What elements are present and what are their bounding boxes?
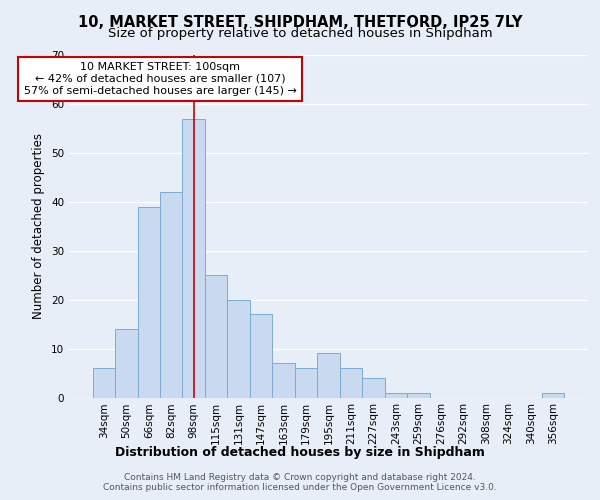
Text: Size of property relative to detached houses in Shipdham: Size of property relative to detached ho… bbox=[107, 28, 493, 40]
Bar bbox=[407, 392, 430, 398]
Y-axis label: Number of detached properties: Number of detached properties bbox=[32, 133, 46, 320]
Text: 10 MARKET STREET: 100sqm
← 42% of detached houses are smaller (107)
57% of semi-: 10 MARKET STREET: 100sqm ← 42% of detach… bbox=[23, 62, 296, 96]
Bar bbox=[542, 392, 565, 398]
Bar bbox=[340, 368, 362, 398]
Bar bbox=[182, 118, 205, 398]
Text: 10, MARKET STREET, SHIPDHAM, THETFORD, IP25 7LY: 10, MARKET STREET, SHIPDHAM, THETFORD, I… bbox=[78, 15, 522, 30]
Bar bbox=[362, 378, 385, 398]
Bar bbox=[115, 329, 137, 398]
Bar bbox=[160, 192, 182, 398]
Text: Contains HM Land Registry data © Crown copyright and database right 2024.
Contai: Contains HM Land Registry data © Crown c… bbox=[103, 473, 497, 492]
Text: Distribution of detached houses by size in Shipdham: Distribution of detached houses by size … bbox=[115, 446, 485, 459]
Bar bbox=[250, 314, 272, 398]
Bar bbox=[295, 368, 317, 398]
Bar bbox=[137, 206, 160, 398]
Bar bbox=[385, 392, 407, 398]
Bar bbox=[227, 300, 250, 398]
Bar bbox=[205, 275, 227, 398]
Bar bbox=[317, 354, 340, 398]
Bar bbox=[92, 368, 115, 398]
Bar bbox=[272, 363, 295, 398]
